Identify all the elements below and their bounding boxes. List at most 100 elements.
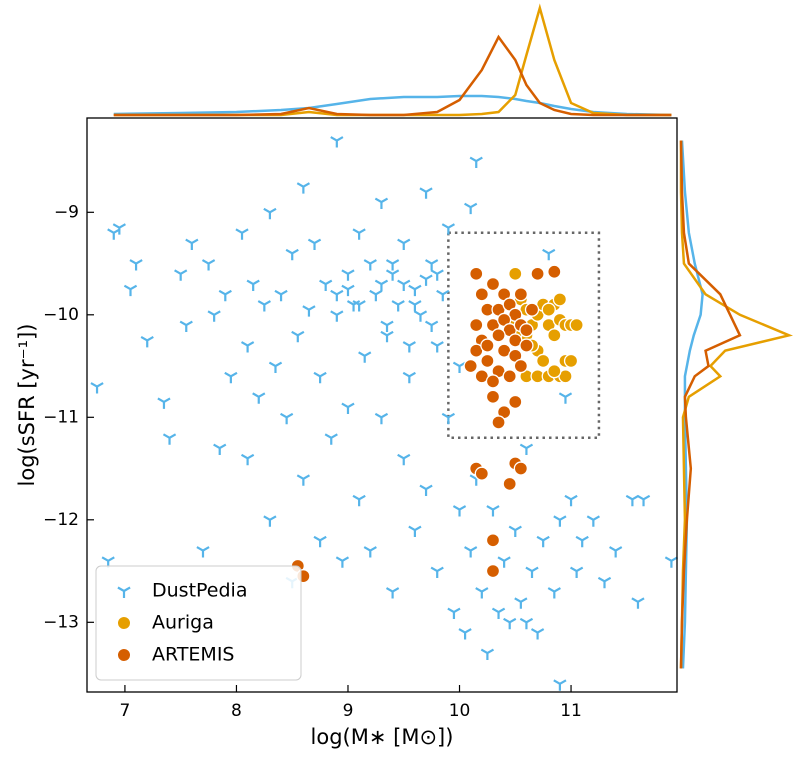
point xyxy=(491,415,506,430)
point xyxy=(285,248,299,261)
point xyxy=(408,525,422,538)
right-density-line xyxy=(679,140,794,669)
x-tick-label: 10 xyxy=(449,701,471,721)
point xyxy=(569,317,584,333)
point xyxy=(508,266,523,281)
point xyxy=(408,300,422,312)
point xyxy=(469,156,483,169)
y-tick-label: −10 xyxy=(43,305,79,325)
point xyxy=(335,556,350,568)
point xyxy=(502,369,517,384)
legend-marker xyxy=(117,586,131,598)
point xyxy=(397,238,411,251)
point xyxy=(553,679,567,691)
point xyxy=(480,648,495,661)
point xyxy=(486,505,500,517)
point xyxy=(363,259,377,271)
point xyxy=(458,628,472,640)
point xyxy=(201,259,216,271)
point xyxy=(474,287,489,302)
point xyxy=(313,371,327,384)
point xyxy=(609,546,623,558)
point xyxy=(491,607,506,620)
point xyxy=(503,617,517,630)
point xyxy=(374,279,389,292)
point xyxy=(246,279,260,292)
point xyxy=(296,182,311,194)
point xyxy=(447,607,461,620)
point xyxy=(464,202,478,215)
y-axis-label: log(sSFR [yr⁻¹]) xyxy=(15,324,39,487)
point xyxy=(402,371,416,384)
point xyxy=(536,353,551,369)
point xyxy=(441,223,455,235)
y-tick-label: −12 xyxy=(43,510,79,530)
point xyxy=(240,341,255,353)
point xyxy=(430,269,444,281)
point xyxy=(430,566,444,579)
point xyxy=(480,353,495,369)
point xyxy=(313,535,327,548)
point xyxy=(123,284,138,297)
point xyxy=(218,289,232,302)
point xyxy=(485,374,501,389)
point xyxy=(107,228,121,240)
point xyxy=(441,412,455,425)
point xyxy=(385,587,400,599)
point xyxy=(268,361,283,374)
point xyxy=(631,597,645,609)
point xyxy=(513,358,529,374)
point xyxy=(419,187,433,199)
point xyxy=(547,587,561,599)
point xyxy=(541,302,556,317)
point xyxy=(263,515,277,527)
point xyxy=(524,302,540,317)
point xyxy=(213,443,227,456)
point xyxy=(369,289,383,302)
point xyxy=(207,310,221,322)
point xyxy=(452,505,467,517)
point xyxy=(291,330,305,343)
x-axis-label: log(M∗ [M⊙]) xyxy=(311,725,454,749)
point xyxy=(547,264,562,279)
point xyxy=(224,371,238,384)
point xyxy=(157,397,171,409)
point xyxy=(380,320,394,333)
point xyxy=(436,289,450,302)
point xyxy=(575,535,589,548)
point xyxy=(485,276,501,292)
point xyxy=(536,535,550,548)
top-density-line xyxy=(113,94,672,117)
point xyxy=(463,358,478,374)
point xyxy=(625,494,640,507)
point xyxy=(330,310,344,322)
legend-marker xyxy=(117,648,131,662)
point xyxy=(90,382,104,394)
point xyxy=(413,310,428,322)
legend-label: DustPedia xyxy=(152,580,247,602)
point xyxy=(636,494,651,507)
point xyxy=(402,341,416,353)
point xyxy=(430,341,444,353)
point xyxy=(324,433,338,445)
point xyxy=(553,515,567,527)
point xyxy=(514,597,528,609)
point xyxy=(352,300,366,312)
point xyxy=(185,238,199,251)
point xyxy=(196,546,210,558)
point xyxy=(252,392,266,404)
point xyxy=(263,207,277,220)
point xyxy=(485,533,501,548)
point xyxy=(112,223,126,235)
x-tick-label: 8 xyxy=(231,701,242,721)
point xyxy=(513,461,529,476)
y-tick-label: −13 xyxy=(43,612,79,632)
point xyxy=(374,197,389,210)
point xyxy=(480,338,495,353)
point xyxy=(519,617,534,630)
point xyxy=(586,515,600,527)
point xyxy=(174,269,188,281)
point xyxy=(352,228,366,240)
point xyxy=(558,392,573,404)
point xyxy=(563,353,579,369)
